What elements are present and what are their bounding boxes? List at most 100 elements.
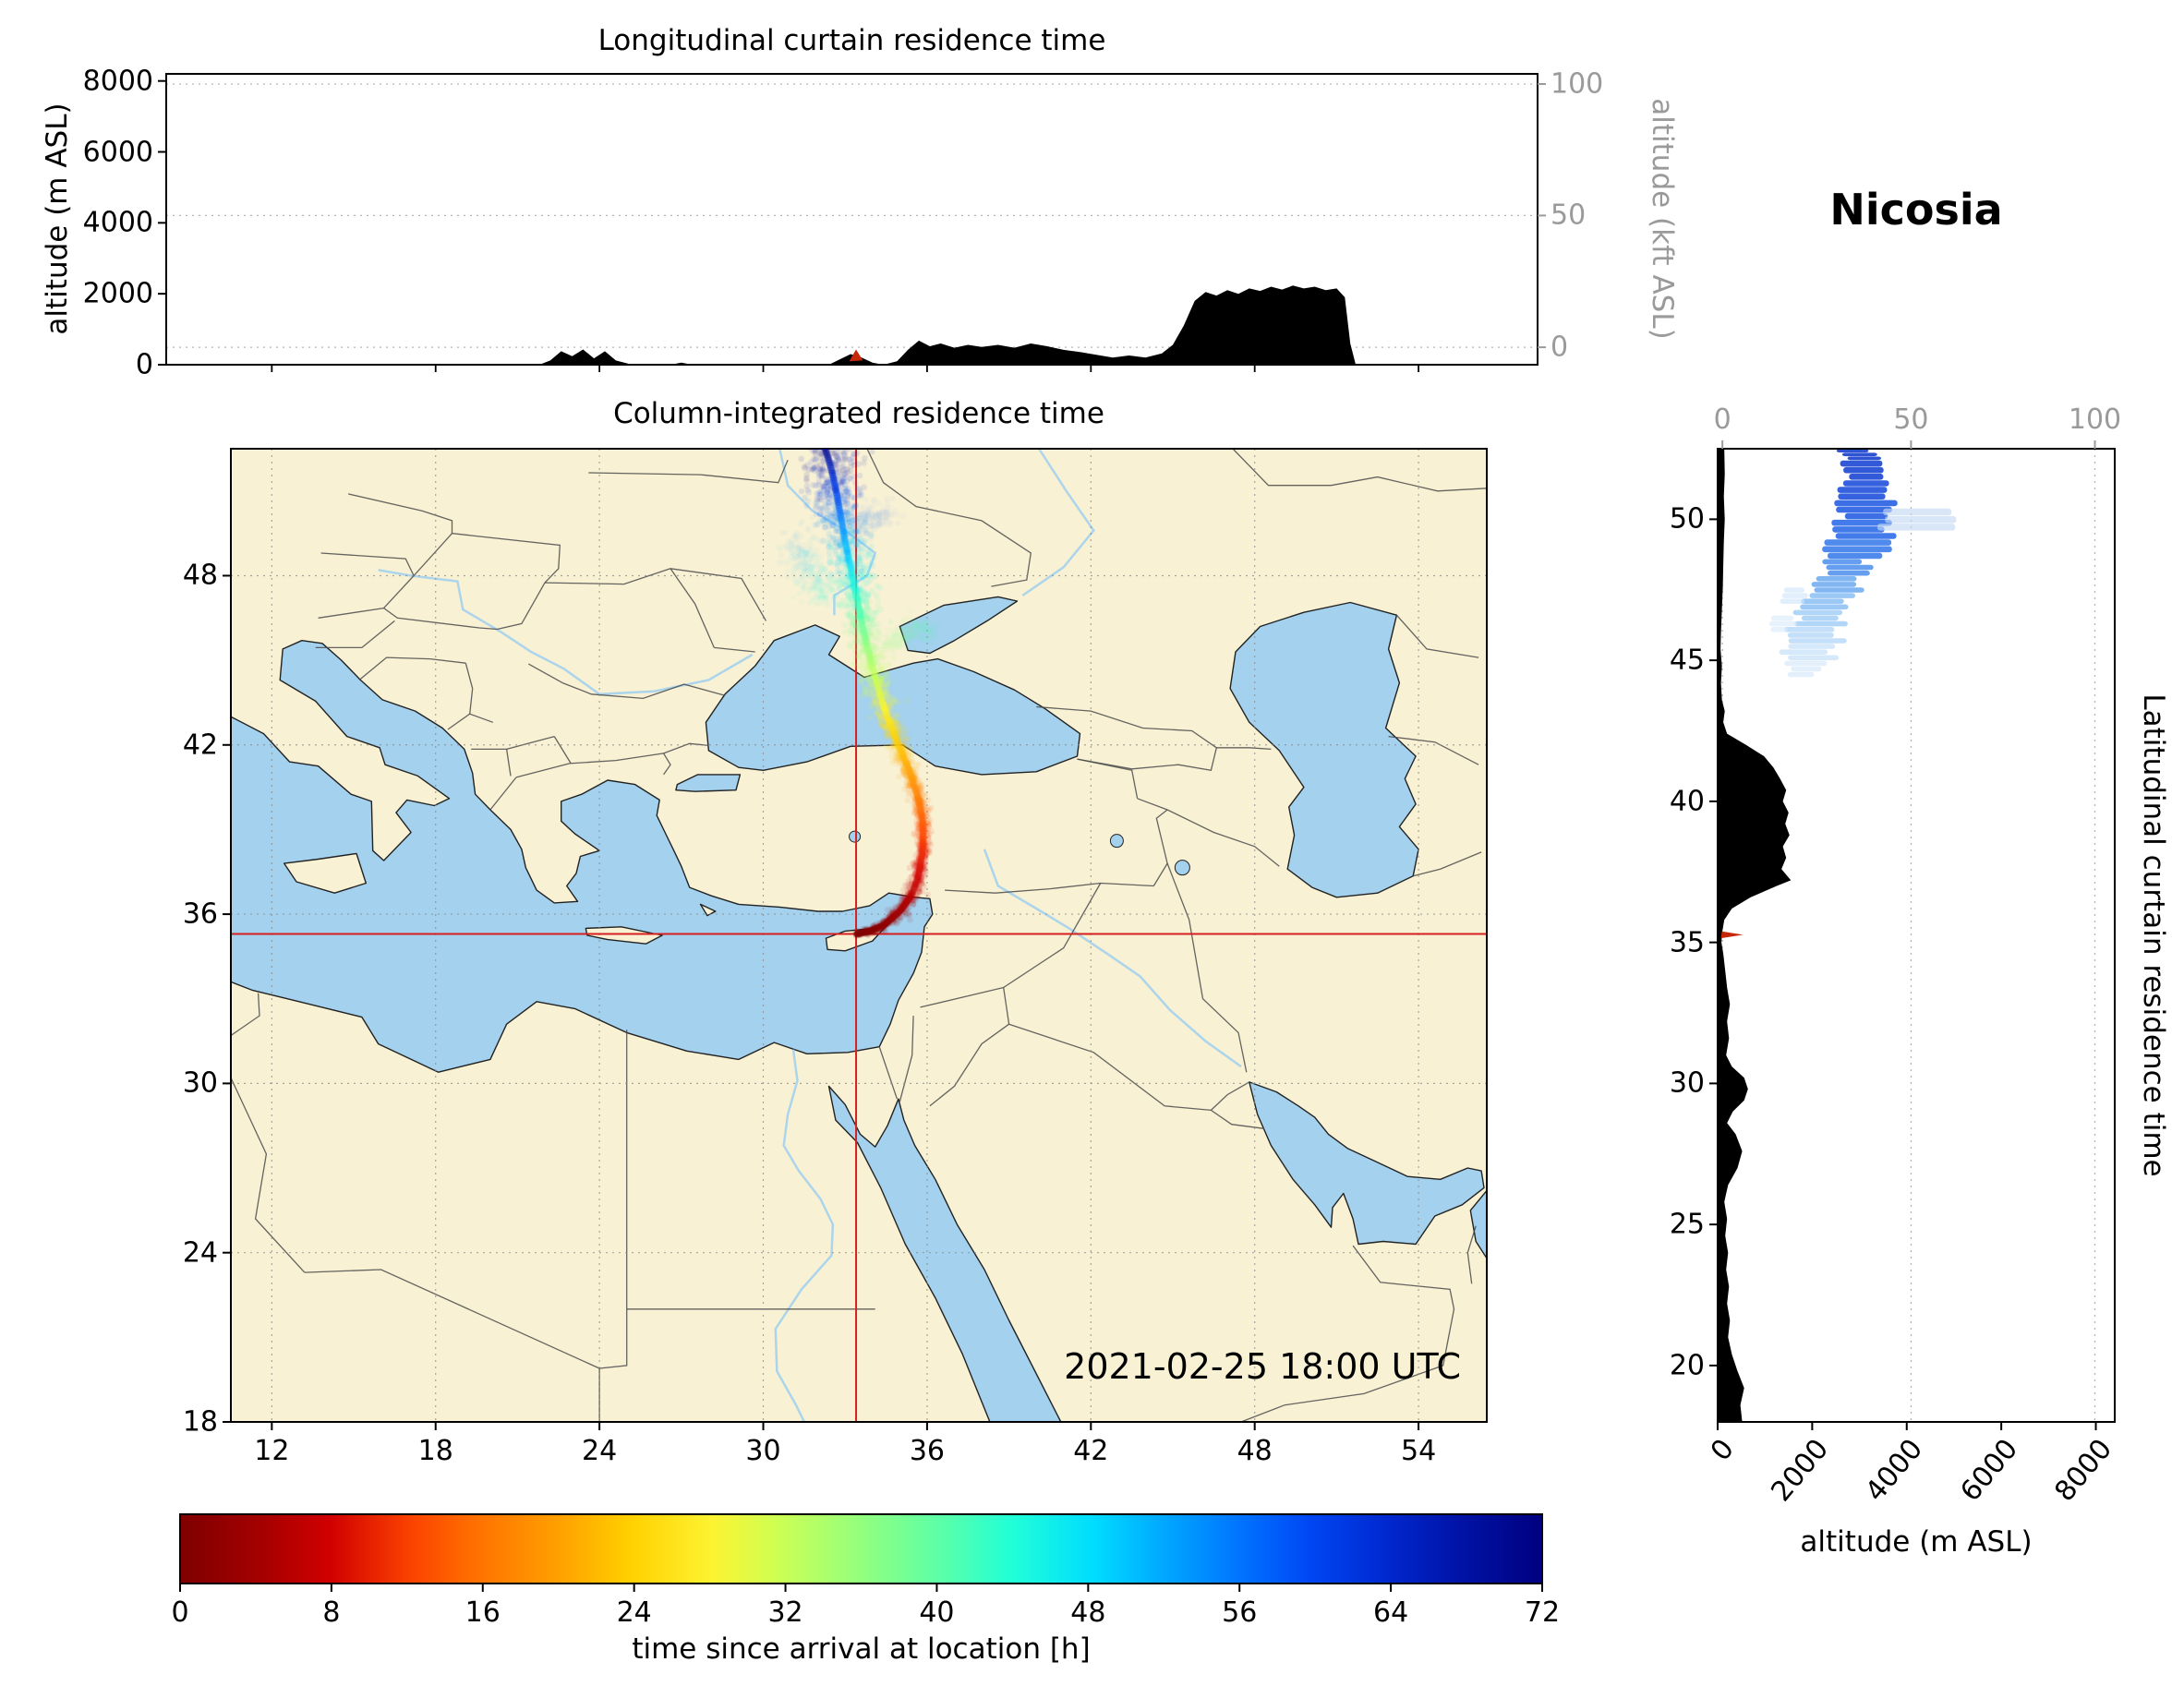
latitudinal-plume-streak [1784,627,1835,632]
right-panel-ytick: 40 [1669,785,1705,818]
terrain-profile-longitudinal [166,285,1538,365]
source-residence-mark-latitudinal [1720,931,1744,939]
latitudinal-plume-streak [1832,526,1885,533]
colorbar-tick: 40 [919,1596,955,1629]
timestamp-label: 2021-02-25 18:00 UTC [1064,1346,1461,1387]
latitudinal-plume-streak [1768,620,1798,627]
trajectory-plume-layer [231,449,1487,1422]
map-ytick: 30 [182,1066,218,1100]
latitudinal-plume-streak [1788,644,1836,649]
latitudinal-plume-streak [1828,570,1870,576]
terrain-profile-latitudinal [1718,449,1792,1422]
latitudinal-plume-streak [1788,655,1840,661]
map-ytick: 18 [182,1405,218,1439]
right-panel-ytick: 30 [1669,1066,1705,1100]
latitudinal-plume-streak [1844,512,1888,520]
colorbar-tick: 64 [1373,1596,1409,1629]
source-residence-mark-longitudinal [849,349,863,362]
latitudinal-plume-streak [1814,587,1864,593]
map-ytick: 36 [182,897,218,931]
right-panel-xtick-kft: 0 [1713,403,1732,436]
latitudinal-plume-streak [1801,615,1839,621]
right-panel-xlabel: altitude (m ASL) [1800,1525,2033,1559]
latitudinal-plume-streak [1822,546,1892,553]
right-panel-ytick: 35 [1669,926,1705,959]
latitudinal-plume-streak [1809,593,1855,598]
latitudinal-plume-streak [1831,519,1892,526]
top-panel-ytick: 6000 [82,136,153,168]
latitudinal-plume-streak [1885,516,1957,524]
latitudinal-plume-streak [1843,466,1884,474]
map-ytick: 42 [182,729,218,762]
latitudinal-plume-streak [1822,559,1863,565]
right-panel-ytick: 50 [1669,502,1705,536]
map-xtick: 12 [254,1435,290,1467]
map-xtick: 54 [1400,1435,1437,1467]
latitudinal-plume-streak [1794,620,1848,627]
colorbar-label: time since arrival at location [h] [632,1632,1091,1666]
latitudinal-plume-streak [1816,576,1857,582]
right-panel-ytick: 45 [1669,644,1705,677]
top-panel-ytick-kft: 100 [1551,67,1604,101]
latitudinal-plume-streak [1770,615,1794,621]
latitudinal-plume-streak [1826,564,1874,571]
latitudinal-plume-streak [1779,649,1828,655]
colorbar-tick: 8 [322,1596,341,1629]
top-panel-ytick-kft: 50 [1551,199,1587,232]
latitudinal-plume-streak [1800,604,1849,610]
latitudinal-plume-streak [1781,593,1808,598]
right-panel-title: Latitudinal curtain residence time [2137,693,2170,1177]
latitudinal-plume-streak [1788,638,1847,644]
latitudinal-plume-streak [1834,500,1898,507]
map-xtick: 48 [1237,1435,1273,1467]
latitudinal-plume-streak [1787,632,1834,638]
colorbar-tick: 32 [767,1596,803,1629]
latitudinal-plume-streak [1838,493,1886,500]
map-xtick: 42 [1073,1435,1109,1467]
latitudinal-plume-streak [1836,506,1892,513]
top-panel-ytick: 8000 [82,65,153,98]
latitudinal-plume-streak [1780,598,1805,604]
latitudinal-plume-streak [1791,666,1822,672]
map-xtick: 30 [745,1435,781,1467]
latitudinal-plume-streak [1811,582,1857,587]
map-panel-title: Column-integrated residence time [613,397,1104,430]
colorbar-tick: 16 [465,1596,501,1629]
map-xtick: 18 [417,1435,453,1467]
colorbar-tick: 72 [1524,1596,1561,1629]
colorbar-tick: 48 [1070,1596,1106,1629]
latitudinal-plume-streak [1787,671,1815,678]
station-title: Nicosia [1829,185,2003,235]
latitudinal-plume-streak [1784,660,1828,667]
map-xtick: 24 [582,1435,618,1467]
latitudinal-plume-streak [1828,552,1883,560]
latitudinal-plume-streak [1824,539,1892,546]
top-panel-title: Longitudinal curtain residence time [597,24,1106,57]
map-xtick: 36 [909,1435,945,1467]
top-panel-ytick: 0 [135,348,153,381]
latitudinal-plume-streak [1877,524,1956,531]
latitudinal-plume-streak [1837,487,1888,493]
top-panel-ytick: 2000 [82,277,153,310]
top-panel-ytick: 4000 [82,206,153,239]
latitudinal-plume-streak [1883,508,1952,516]
colorbar-tick: 24 [616,1596,652,1629]
colorbar-tick: 0 [171,1596,189,1629]
right-panel-frame [1717,448,2116,1423]
right-panel-xtick-kft: 50 [1893,403,1929,436]
latitudinal-plume-streak [1770,627,1789,632]
right-panel [1718,449,2115,1422]
latitudinal-plume-streak [1841,452,1877,457]
right-panel-ytick: 20 [1669,1349,1705,1382]
latitudinal-plume-streak [1792,609,1843,616]
map-ytick: 48 [182,559,218,592]
latitudinal-plume-streak [1801,598,1844,604]
latitudinal-plume-streak [1783,587,1804,593]
top-panel-ylabel-right: altitude (kft ASL) [1646,98,1679,340]
colorbar-gradient [179,1513,1543,1584]
top-panel-frame [165,73,1538,366]
right-panel-xtick-kft: 100 [2068,403,2122,436]
latitudinal-plume-streak [1840,460,1883,467]
latitudinal-plume-streak [1835,533,1897,539]
